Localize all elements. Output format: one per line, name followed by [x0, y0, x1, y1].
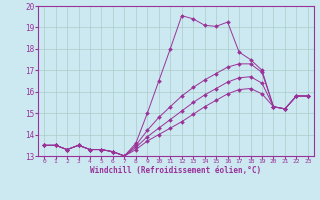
X-axis label: Windchill (Refroidissement éolien,°C): Windchill (Refroidissement éolien,°C) [91, 166, 261, 175]
